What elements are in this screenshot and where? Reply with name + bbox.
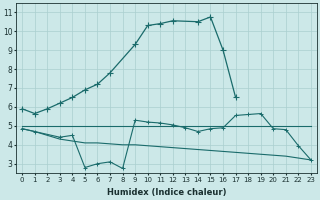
X-axis label: Humidex (Indice chaleur): Humidex (Indice chaleur) bbox=[107, 188, 226, 197]
